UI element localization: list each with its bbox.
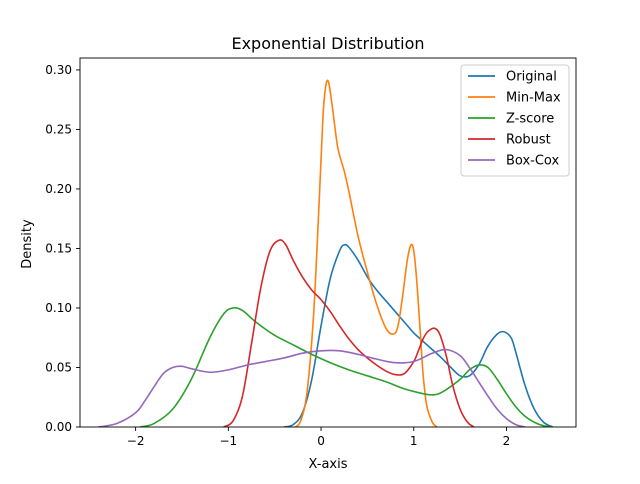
y-tick-label: 0.15 bbox=[45, 241, 72, 255]
y-tick-label: 0.10 bbox=[45, 301, 72, 315]
x-tick-label: 2 bbox=[503, 434, 511, 448]
y-tick-label: 0.25 bbox=[45, 122, 72, 136]
axes: −2 −1 0 1 2 0.00 0.05 0.10 0.15 0.20 0.25 0.30 bbox=[45, 57, 577, 448]
x-tick-label: −1 bbox=[219, 434, 237, 448]
x-tick-label: 1 bbox=[410, 434, 418, 448]
chart-title: Exponential Distribution bbox=[231, 34, 424, 53]
legend: Original Min-Max Z-score Robust Box-Cox bbox=[460, 64, 570, 177]
x-axis-label: X-axis bbox=[309, 457, 348, 472]
legend-label-z-score: Z-score bbox=[506, 112, 554, 127]
series-line-z-score bbox=[140, 306, 553, 427]
series-line-min-max bbox=[294, 79, 438, 427]
series-lines bbox=[98, 79, 554, 427]
y-axis-label: Density bbox=[20, 219, 35, 269]
legend-box bbox=[460, 64, 570, 177]
legend-label-min-max: Min-Max bbox=[506, 91, 561, 106]
series-line-robust bbox=[223, 239, 475, 427]
x-tick-label: −2 bbox=[127, 434, 145, 448]
legend-label-original: Original bbox=[506, 70, 557, 85]
legend-label-robust: Robust bbox=[506, 133, 551, 148]
series-line-original bbox=[283, 243, 554, 427]
plot-frame bbox=[79, 57, 577, 428]
y-tick-label: 0.30 bbox=[45, 63, 72, 77]
y-tick-label: 0.20 bbox=[45, 182, 72, 196]
y-tick-label: 0.00 bbox=[45, 420, 72, 434]
x-tick-label: 0 bbox=[317, 434, 325, 448]
legend-label-box-cox: Box-Cox bbox=[506, 154, 559, 169]
series-line-box-cox bbox=[98, 348, 526, 427]
y-tick-label: 0.05 bbox=[45, 360, 72, 374]
